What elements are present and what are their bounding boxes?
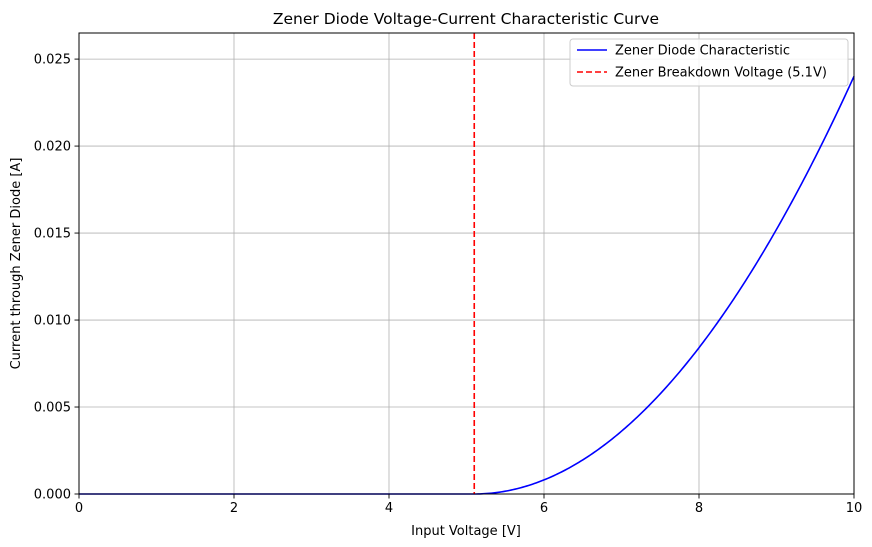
x-tick-label: 4 (385, 501, 393, 516)
y-tick-label: 0.020 (34, 140, 71, 155)
y-tick-label: 0.010 (34, 314, 71, 329)
x-tick-label: 8 (695, 501, 703, 516)
y-tick-label: 0.005 (34, 401, 71, 416)
x-tick-label: 6 (540, 501, 548, 516)
legend-label-zener-characteristic: Zener Diode Characteristic (615, 44, 790, 59)
y-axis-label: Current through Zener Diode [A] (9, 158, 24, 370)
x-tick-label: 2 (230, 501, 238, 516)
y-tick-label: 0.015 (34, 227, 71, 242)
legend-box (569, 38, 849, 87)
y-tick-label: 0.000 (34, 488, 71, 503)
x-tick-label: 0 (75, 501, 83, 516)
x-axis-label: Input Voltage [V] (411, 524, 521, 539)
legend-label-breakdown-voltage: Zener Breakdown Voltage (5.1V) (615, 66, 827, 81)
y-tick-label: 0.025 (34, 53, 71, 68)
plot-frame (78, 32, 855, 495)
x-tick-label: 10 (846, 501, 863, 516)
chart-title: Zener Diode Voltage-Current Characterist… (273, 10, 659, 28)
axis-ticks: 0 2 4 6 8 10 0.000 0.005 0.010 0.015 0.020 0.025 (34, 53, 862, 516)
legend: Zener Diode Characteristic Zener Breakdo… (569, 38, 849, 87)
